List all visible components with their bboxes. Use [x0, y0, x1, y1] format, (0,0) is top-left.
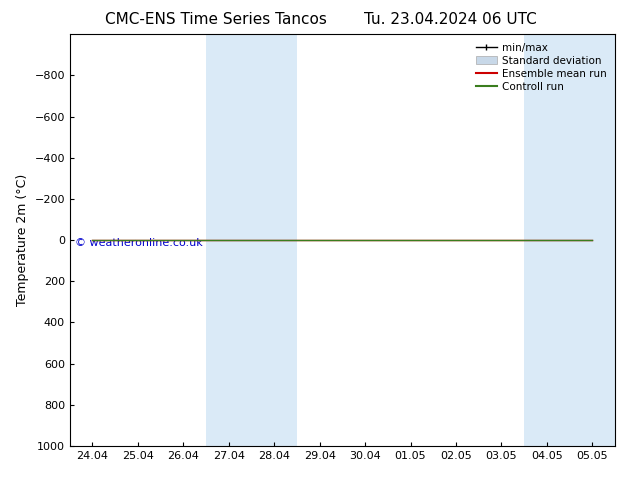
Bar [524, 34, 615, 446]
Text: Tu. 23.04.2024 06 UTC: Tu. 23.04.2024 06 UTC [364, 12, 536, 27]
Text: CMC-ENS Time Series Tancos: CMC-ENS Time Series Tancos [105, 12, 327, 27]
Text: © weatheronline.co.uk: © weatheronline.co.uk [75, 238, 203, 248]
Legend: min/max, Standard deviation, Ensemble mean run, Controll run: min/max, Standard deviation, Ensemble me… [473, 40, 610, 95]
Y-axis label: Temperature 2m (°C): Temperature 2m (°C) [16, 174, 29, 306]
Bar [206, 34, 297, 446]
